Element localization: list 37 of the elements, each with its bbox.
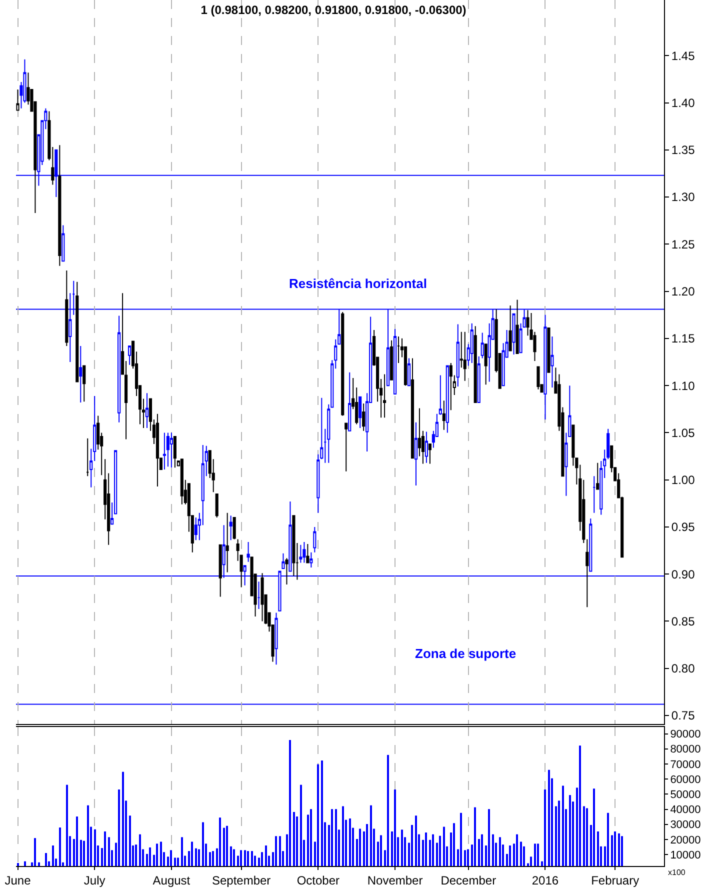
y-tick-label: 1.10 (671, 378, 696, 393)
y-tick-label: 0.95 (671, 520, 696, 534)
x-tick-label: 2016 (532, 873, 559, 888)
y-tick-label: 1.35 (671, 143, 696, 158)
text: x100 (668, 868, 686, 877)
y-tick-label: 50000 (670, 789, 701, 802)
x-tick-label: July (84, 873, 106, 888)
y-tick-label: 1.45 (671, 48, 696, 63)
y-tick-label: 30000 (670, 819, 701, 832)
x-tick-label: August (152, 873, 191, 888)
y-tick-label: 10000 (670, 849, 701, 862)
y-tick-label: 60000 (670, 774, 701, 786)
x-tick-label: February (591, 873, 640, 888)
y-tick-label: 1.05 (671, 426, 696, 440)
y-tick-label: 1.00 (671, 473, 696, 488)
x-tick-label: October (296, 873, 340, 888)
y-tick-label: 80000 (670, 744, 701, 756)
y-tick-label: 40000 (670, 804, 701, 816)
y-tick-label: 70000 (670, 758, 701, 771)
chart-title: 1 (0.98100, 0.98200, 0.91800, 0.91800, -0.06300) (200, 3, 466, 18)
y-tick-label: 1.30 (671, 190, 696, 204)
y-tick-label: 1.40 (671, 96, 696, 110)
y-tick-label: 0.75 (671, 708, 696, 723)
y-tick-label: 1.25 (671, 237, 696, 252)
y-tick-label: 90000 (670, 728, 701, 741)
y-tick-label: 20000 (670, 834, 701, 846)
y-tick-label: 0.85 (671, 614, 696, 628)
y-tick-label: 0.80 (671, 662, 696, 676)
x-tick-label: September (212, 873, 271, 888)
annotation: Resistência horizontal (289, 276, 427, 291)
x-tick-label: June (4, 873, 32, 888)
x-tick-label: November (367, 873, 423, 888)
y-tick-label: 1.20 (671, 284, 696, 298)
annotation: Zona de suporte (415, 646, 516, 661)
x-tick-label: December (440, 873, 496, 888)
y-tick-label: 0.90 (671, 567, 696, 582)
y-tick-label: 1.15 (671, 332, 696, 346)
